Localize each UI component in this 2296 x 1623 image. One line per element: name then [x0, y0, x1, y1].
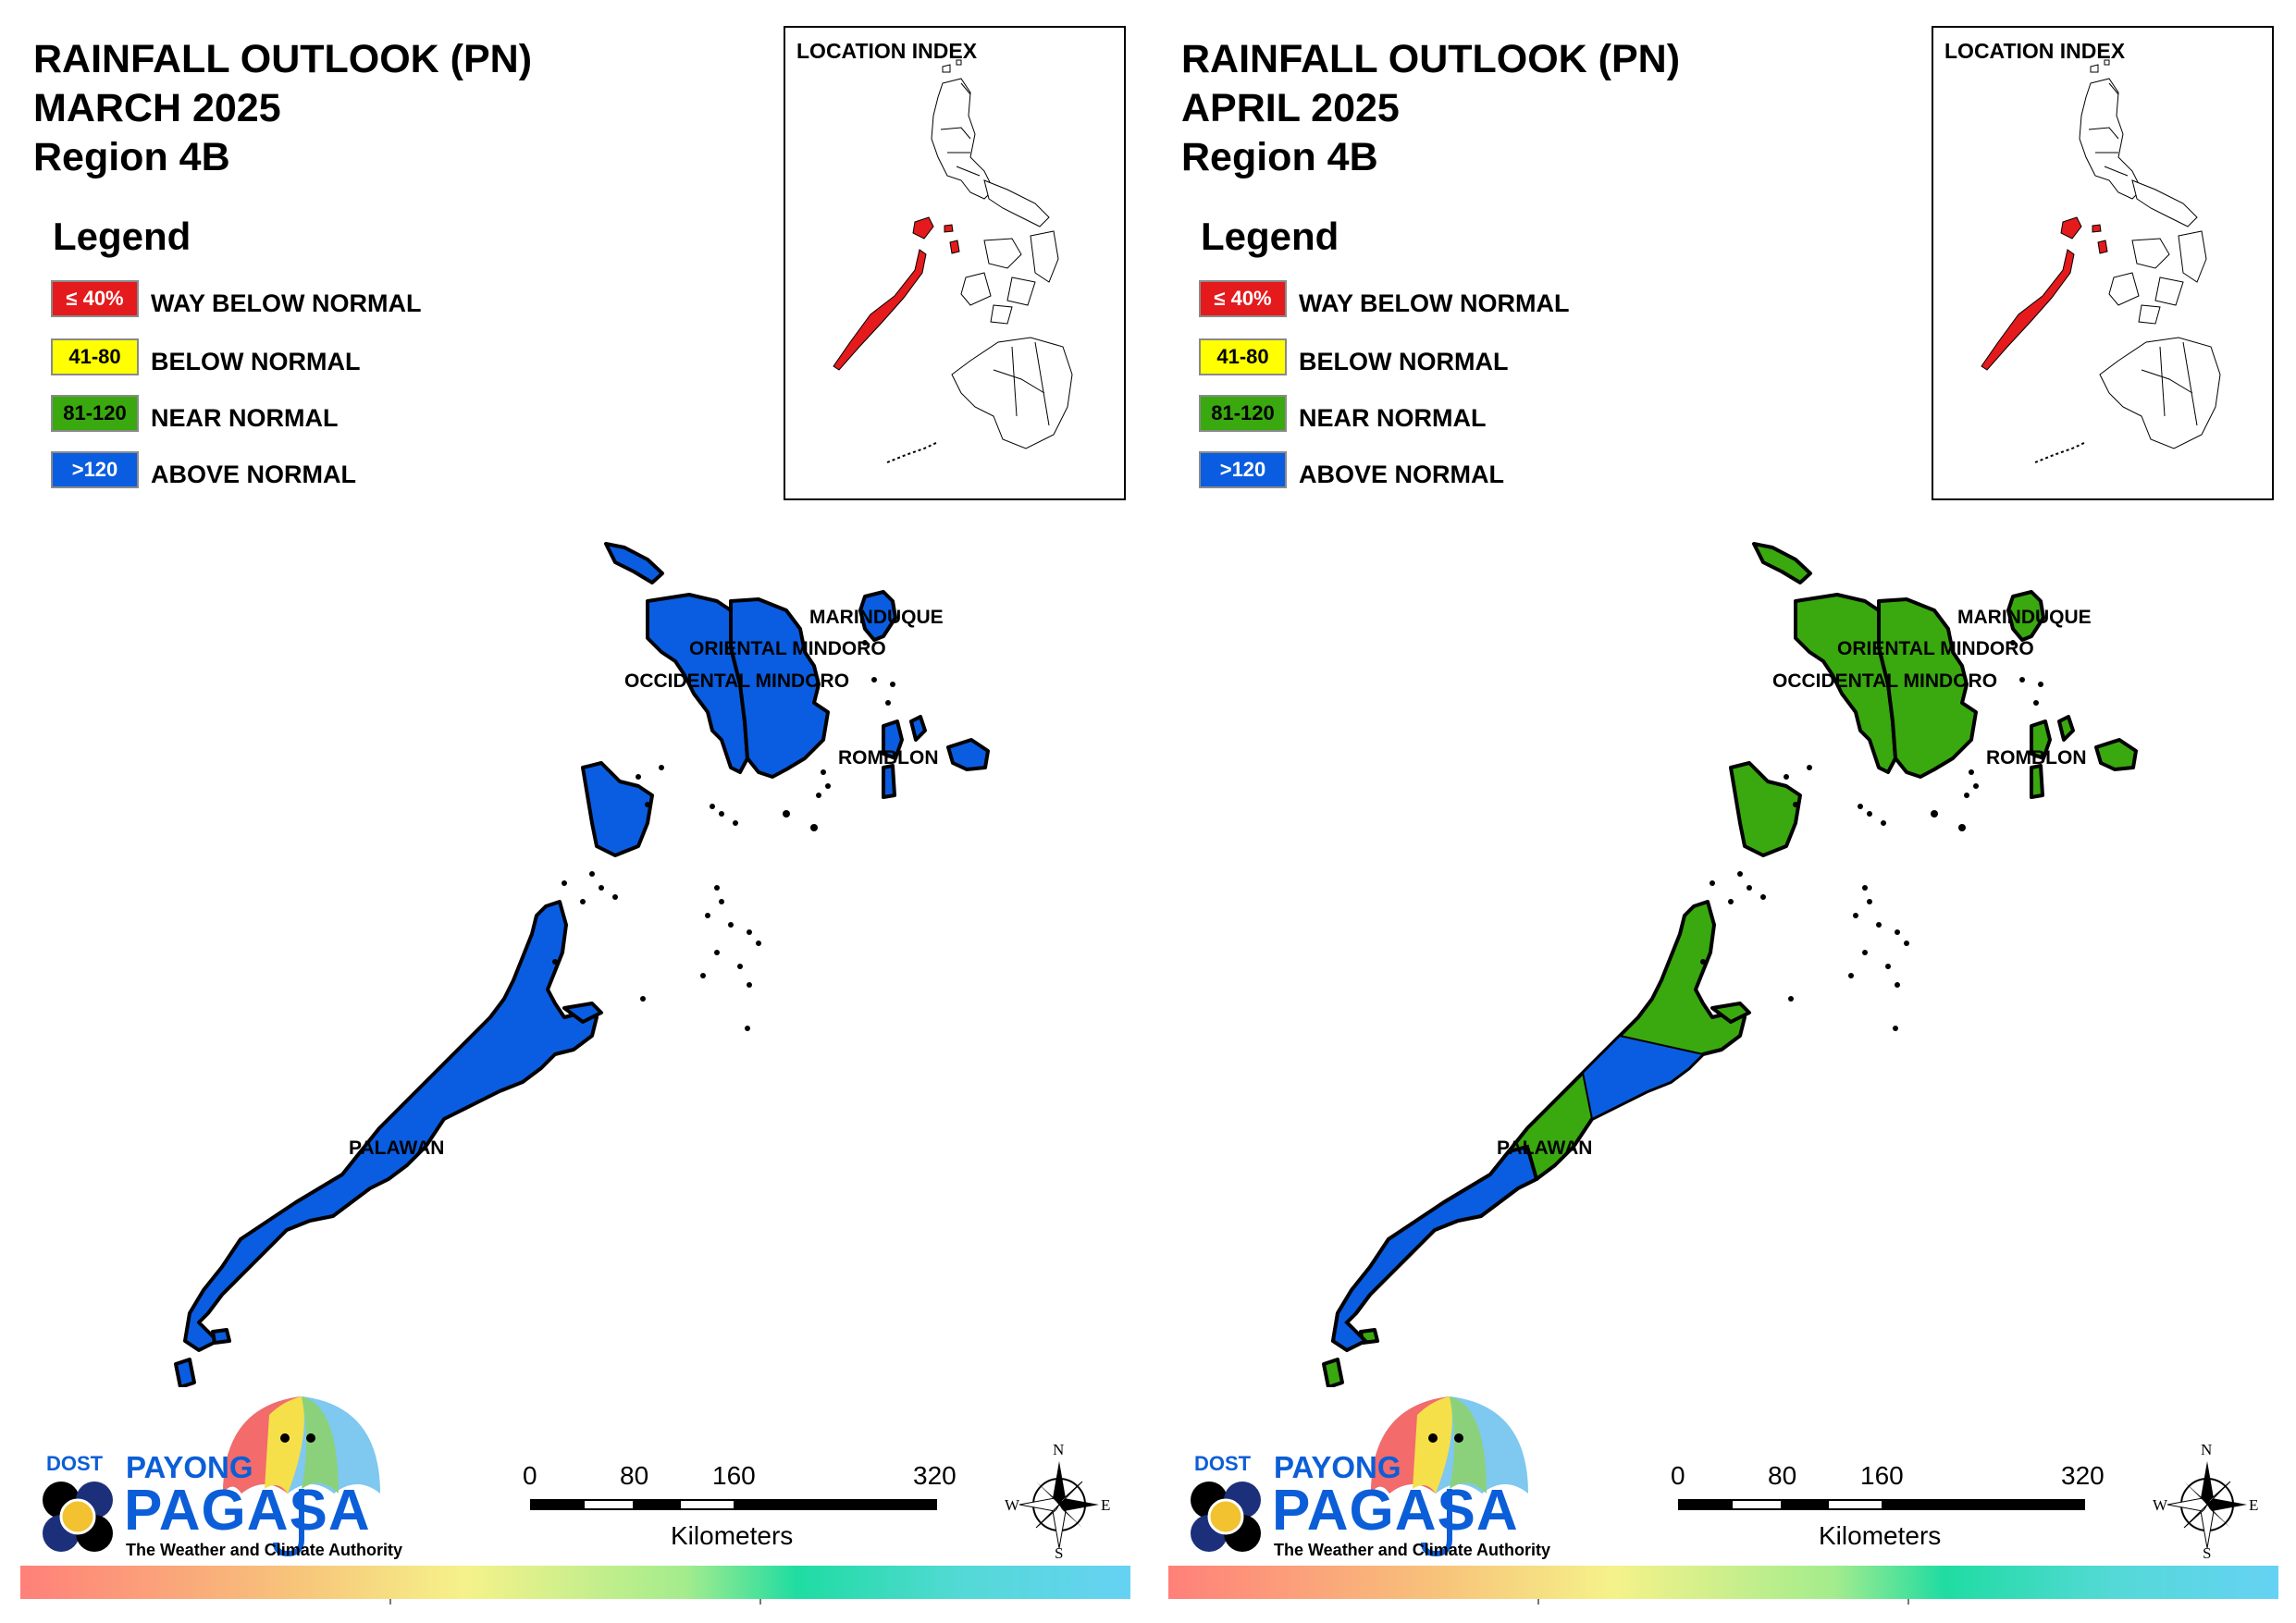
inset-title: LOCATION INDEX — [1944, 39, 2126, 63]
title-line-1: RAINFALL OUTLOOK (PN) — [33, 37, 533, 81]
scale-tick: 320 — [2061, 1461, 2105, 1490]
label-oriental-mindoro: ORIENTAL MINDORO — [689, 638, 886, 659]
logo-dost: DOST — [46, 1452, 104, 1475]
scale-bar-graphic — [1678, 1499, 2085, 1510]
scale-unit: Kilometers — [671, 1521, 794, 1550]
scale-bar: 0 80 160 320 Kilometers — [518, 1461, 981, 1563]
outlook-panel-march: RAINFALL OUTLOOK (PN) MARCH 2025 Region … — [20, 26, 1130, 1605]
inset-romblon — [2097, 240, 2108, 254]
title-line-2: MARCH 2025 — [33, 86, 281, 130]
compass-w: W — [1005, 1496, 1020, 1514]
legend-label: NEAR NORMAL — [151, 404, 339, 432]
north-arrow: N S W E — [1005, 1441, 1111, 1562]
payong-pagasa-logo: DOST PAYONG PAGASA The Weather and Clima… — [33, 1387, 402, 1563]
compass-e: E — [1101, 1496, 1111, 1514]
logo-payong: PAYONG — [1274, 1450, 1401, 1484]
logo-dost: DOST — [1194, 1452, 1252, 1475]
inset-marinduque — [944, 224, 954, 233]
legend-title: Legend — [53, 215, 191, 258]
title-line-3: Region 4B — [33, 135, 230, 179]
scale-tick: 0 — [1671, 1461, 1685, 1490]
compass-w: W — [2153, 1496, 2168, 1514]
logo-payong: PAYONG — [126, 1450, 253, 1484]
legend-swatch: 81-120 — [51, 395, 139, 432]
palawan-mid-above-normal — [1581, 1034, 1705, 1121]
label-marinduque: MARINDUQUE — [809, 607, 944, 628]
label-palawan: PALAWAN — [1497, 1137, 1593, 1159]
logo-tagline: The Weather and Climate Authority — [1274, 1541, 1551, 1559]
scale-bar-graphic — [530, 1499, 937, 1510]
legend-swatch: >120 — [1199, 451, 1287, 488]
legend-label: NEAR NORMAL — [1299, 404, 1487, 432]
legend-swatch: >120 — [51, 451, 139, 488]
compass-rose-icon — [2166, 1461, 2247, 1549]
palawan-south-above-normal — [1330, 1144, 1539, 1353]
location-index-inset: LOCATION INDEX — [784, 26, 1126, 500]
location-index-inset: LOCATION INDEX — [1932, 26, 2274, 500]
label-romblon: ROMBLON — [838, 747, 939, 768]
title-line-3: Region 4B — [1181, 135, 1378, 179]
label-romblon: ROMBLON — [1986, 747, 2087, 768]
map-title: RAINFALL OUTLOOK (PN) MARCH 2025 Region … — [33, 35, 532, 182]
region-4b-map — [174, 542, 990, 1387]
title-line-2: APRIL 2025 — [1181, 86, 1400, 130]
region-4b-map — [1322, 542, 2138, 1387]
outlook-panel-april: RAINFALL OUTLOOK (PN) APRIL 2025 Region … — [1148, 0, 2296, 1623]
title-line-1: RAINFALL OUTLOOK (PN) — [1181, 37, 1681, 81]
legend-title: Legend — [1201, 215, 1339, 258]
compass-n: N — [1053, 1441, 1065, 1458]
north-arrow: N S W E — [2153, 1441, 2259, 1562]
inset-mindoro — [2060, 216, 2082, 240]
legend-swatch: 81-120 — [1199, 395, 1287, 432]
legend-label: WAY BELOW NORMAL — [151, 289, 422, 317]
label-palawan: PALAWAN — [349, 1137, 445, 1159]
legend-label: WAY BELOW NORMAL — [1299, 289, 1570, 317]
logo-tagline: The Weather and Climate Authority — [126, 1541, 403, 1559]
legend-label: BELOW NORMAL — [151, 348, 361, 375]
compass-s: S — [1055, 1544, 1064, 1562]
scale-tick: 80 — [1768, 1461, 1797, 1490]
compass-rose-icon — [1018, 1461, 1099, 1549]
legend-label: ABOVE NORMAL — [151, 461, 356, 488]
label-occidental-mindoro: OCCIDENTAL MINDORO — [1772, 670, 1998, 692]
scale-tick: 160 — [1860, 1461, 1904, 1490]
label-occidental-mindoro: OCCIDENTAL MINDORO — [624, 670, 850, 692]
scale-unit: Kilometers — [1819, 1521, 1942, 1550]
label-oriental-mindoro: ORIENTAL MINDORO — [1837, 638, 2034, 659]
inset-romblon — [949, 240, 960, 254]
logo-pagasa: PAGASA — [1272, 1479, 1519, 1543]
payong-pagasa-logo: DOST PAYONG PAGASA The Weather and Clima… — [1181, 1387, 1550, 1563]
footer-gradient-bar — [20, 1566, 1130, 1605]
umbrella-icon — [1191, 1396, 1528, 1557]
legend-swatch: ≤ 40% — [1199, 280, 1287, 317]
footer-gradient-bar — [1168, 1566, 2278, 1605]
legend-swatch: 41-80 — [1199, 338, 1287, 375]
legend-label: BELOW NORMAL — [1299, 348, 1509, 375]
inset-mindoro — [912, 216, 934, 240]
scale-bar: 0 80 160 320 Kilometers — [1666, 1461, 2129, 1563]
compass-e: E — [2249, 1496, 2259, 1514]
scale-tick: 160 — [712, 1461, 756, 1490]
scale-tick: 80 — [620, 1461, 649, 1490]
legend-swatch: ≤ 40% — [51, 280, 139, 317]
label-marinduque: MARINDUQUE — [1957, 607, 2092, 628]
compass-n: N — [2201, 1441, 2213, 1458]
inset-marinduque — [2092, 224, 2102, 233]
map-title: RAINFALL OUTLOOK (PN) APRIL 2025 Region … — [1181, 35, 1680, 182]
umbrella-icon — [43, 1396, 380, 1557]
inset-palawan — [833, 249, 927, 371]
scale-tick: 320 — [913, 1461, 957, 1490]
legend-label: ABOVE NORMAL — [1299, 461, 1504, 488]
compass-s: S — [2203, 1544, 2212, 1562]
inset-title: LOCATION INDEX — [796, 39, 978, 63]
inset-palawan — [1981, 249, 2075, 371]
logo-pagasa: PAGASA — [124, 1479, 371, 1543]
philippines-outline-map — [1981, 59, 2221, 463]
legend-swatch: 41-80 — [51, 338, 139, 375]
scale-tick: 0 — [523, 1461, 537, 1490]
philippines-outline-map — [833, 59, 1073, 463]
